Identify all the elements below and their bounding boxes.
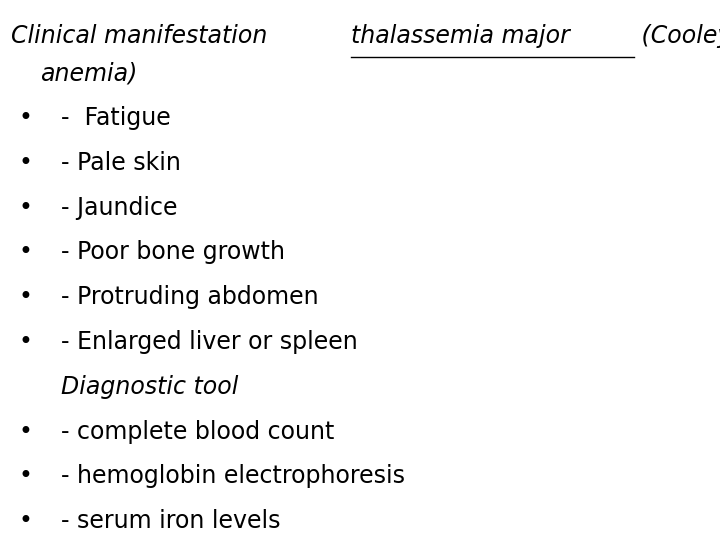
Text: •: •: [18, 195, 32, 220]
Text: Clinical manifestation: Clinical manifestation: [11, 24, 274, 48]
Text: Diagnostic tool: Diagnostic tool: [61, 375, 238, 399]
Text: •: •: [18, 420, 32, 444]
Text: (Cooley,s: (Cooley,s: [634, 24, 720, 48]
Text: - hemoglobin electrophoresis: - hemoglobin electrophoresis: [61, 464, 405, 489]
Text: - serum iron levels: - serum iron levels: [61, 509, 281, 534]
Text: - Poor bone growth: - Poor bone growth: [61, 240, 285, 265]
Text: - Jaundice: - Jaundice: [61, 195, 178, 220]
Text: - Enlarged liver or spleen: - Enlarged liver or spleen: [61, 330, 358, 354]
Text: -  Fatigue: - Fatigue: [61, 106, 171, 130]
Text: anemia): anemia): [40, 61, 137, 85]
Text: •: •: [18, 464, 32, 489]
Text: - Pale skin: - Pale skin: [61, 151, 181, 175]
Text: •: •: [18, 509, 32, 534]
Text: - Protruding abdomen: - Protruding abdomen: [61, 285, 319, 309]
Text: - complete blood count: - complete blood count: [61, 420, 335, 444]
Text: •: •: [18, 285, 32, 309]
Text: •: •: [18, 240, 32, 265]
Text: thalassemia major: thalassemia major: [351, 24, 570, 48]
Text: •: •: [18, 106, 32, 130]
Text: •: •: [18, 330, 32, 354]
Text: •: •: [18, 151, 32, 175]
